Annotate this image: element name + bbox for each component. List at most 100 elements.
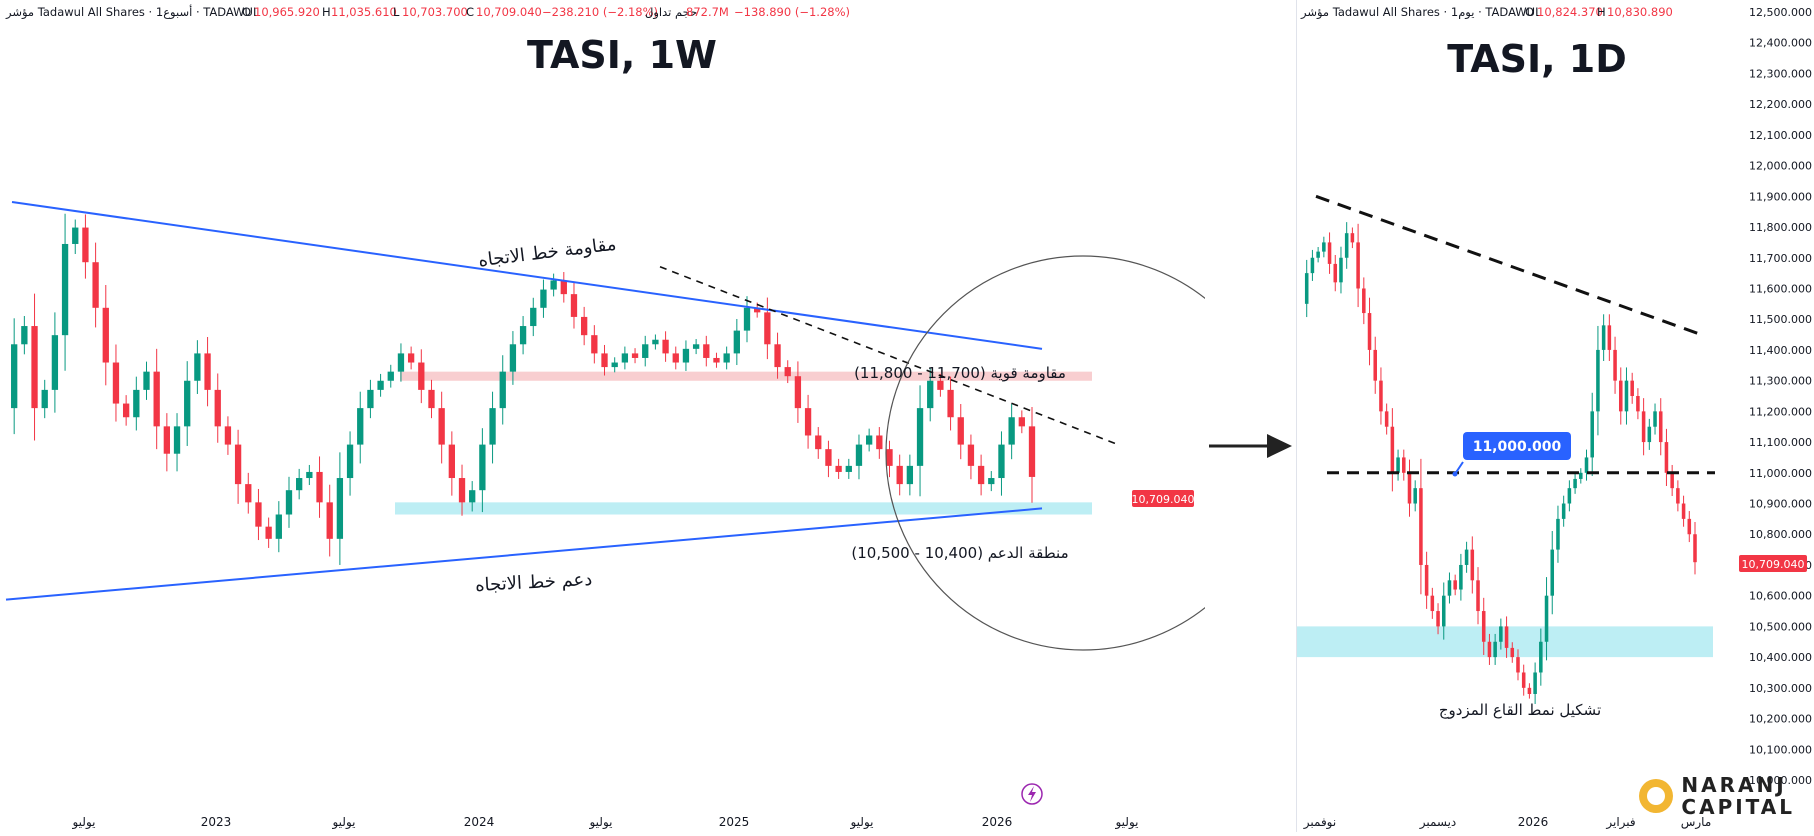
candle-body xyxy=(1396,457,1400,473)
resistance-trendline[interactable] xyxy=(11,201,1043,350)
weekly-volume-value: 872.7M xyxy=(686,5,729,19)
candle-body xyxy=(1658,411,1663,443)
price-axis-tick: 12,200.000 xyxy=(1749,98,1812,111)
candle-body xyxy=(1499,626,1503,642)
dashed-resistance-line[interactable] xyxy=(659,266,1119,446)
candle-body xyxy=(662,339,669,354)
candle-body xyxy=(916,408,924,466)
candle-body xyxy=(1327,242,1332,264)
candle-body xyxy=(1384,411,1389,427)
candle-body xyxy=(1653,411,1657,427)
candle-body xyxy=(1521,672,1526,688)
daily-open-value: 10,824.370 xyxy=(1537,5,1603,19)
candle-body xyxy=(122,403,130,418)
candle-body xyxy=(1316,251,1320,258)
daily-chart-canvas[interactable]: TASI, 1D مؤشر Tadawul All Shares · 1يوم … xyxy=(1297,0,1814,832)
candle-body xyxy=(855,444,863,466)
candle-body xyxy=(387,371,394,381)
weekly-volume-label: حجم تداول xyxy=(645,5,697,20)
lightning-icon[interactable] xyxy=(1021,783,1043,805)
candle-body xyxy=(1419,488,1423,565)
candle-body xyxy=(11,344,18,409)
price-axis-tick: 10,000.000 xyxy=(1749,774,1812,787)
candle-body xyxy=(1476,580,1480,612)
candle-body xyxy=(733,330,740,354)
time-axis-label: 2026 xyxy=(1518,815,1549,829)
candle-body xyxy=(407,353,415,363)
weekly-chart-panel[interactable]: TASI, 1W مؤشر Tadawul All Shares · 1أسبو… xyxy=(0,0,1281,832)
candle-body xyxy=(499,371,506,409)
trendline-support-label: دعم خط الاتجاه xyxy=(475,569,593,596)
candle-body xyxy=(1607,325,1612,350)
candle-body xyxy=(1441,595,1446,627)
candle-body xyxy=(540,289,547,308)
daily-chart-panel[interactable]: TASI, 1D مؤشر Tadawul All Shares · 1يوم … xyxy=(1296,0,1814,832)
candle-body xyxy=(519,326,527,345)
candle-body xyxy=(133,389,140,418)
candle-body xyxy=(601,353,608,368)
price-axis-tick: 10,300.000 xyxy=(1749,682,1812,695)
candle-body xyxy=(1539,641,1543,673)
candle-body xyxy=(611,362,618,368)
dashed-resistance-line[interactable] xyxy=(1315,194,1702,336)
daily-last-price-tag: 10,709.040 xyxy=(1739,555,1807,572)
candle-body xyxy=(764,312,771,345)
candle-body xyxy=(927,380,934,409)
time-axis-label: يوليو xyxy=(849,815,873,830)
candle-body xyxy=(754,307,761,313)
candle-body xyxy=(469,490,476,503)
time-axis-label: 2023 xyxy=(201,815,232,829)
weekly-open-label: O xyxy=(242,5,251,19)
candle-body xyxy=(1556,518,1560,550)
candle-body xyxy=(92,262,99,308)
candle-body xyxy=(804,408,812,436)
brand-mark-icon xyxy=(1639,779,1674,813)
daily-symbol-label: مؤشر Tadawul All Shares · 1يوم · TADAWUL xyxy=(1300,5,1542,20)
time-axis-label: 2025 xyxy=(719,815,750,829)
candle-body xyxy=(896,465,903,485)
candle-body xyxy=(448,444,455,479)
candle-body xyxy=(234,444,242,485)
weekly-last-price-value: 10,709.040 xyxy=(1132,493,1195,506)
weekly-chart-canvas[interactable]: TASI, 1W مؤشر Tadawul All Shares · 1أسبو… xyxy=(0,0,1281,832)
candle-body xyxy=(1527,687,1532,694)
candle-body xyxy=(1596,349,1600,412)
price-axis-tick: 10,500.000 xyxy=(1749,620,1812,633)
naranj-capital-logo: NARANJ CAPITAL xyxy=(1639,774,1795,818)
price-axis-tick: 10,400.000 xyxy=(1749,651,1812,664)
candle-body xyxy=(642,344,649,358)
focus-circle[interactable] xyxy=(885,255,1281,651)
candle-body xyxy=(296,478,303,491)
candle-body xyxy=(1630,380,1634,396)
candle-body xyxy=(41,389,48,409)
candle-body xyxy=(316,471,323,503)
candle-body xyxy=(1561,503,1566,519)
time-axis-label: يوليو xyxy=(588,815,612,830)
candle-body xyxy=(1687,518,1692,535)
candle-body xyxy=(967,444,975,466)
daily-open-label: O xyxy=(1525,5,1534,19)
support-trendline[interactable] xyxy=(5,507,1043,601)
candle-body xyxy=(672,353,679,363)
daily-chart-title: TASI, 1D xyxy=(1447,37,1627,81)
candle-body xyxy=(1379,380,1383,412)
candle-body xyxy=(876,435,883,450)
candle-body xyxy=(703,344,710,358)
candle-body xyxy=(72,227,79,244)
resistance-zone xyxy=(400,371,1092,381)
candle-body xyxy=(774,344,781,368)
time-axis-label: ديسمبر xyxy=(1419,815,1457,830)
weekly-ohlc-header: مؤشر Tadawul All Shares · 1أسبوع · TADAW… xyxy=(5,4,850,20)
candle-body xyxy=(489,408,496,445)
candle-body xyxy=(1647,426,1652,443)
brand-line-2: CAPITAL xyxy=(1681,795,1795,819)
candle-body xyxy=(1504,626,1509,648)
candle-body xyxy=(560,280,567,295)
candle-body xyxy=(346,444,354,479)
transition-arrow-canvas xyxy=(1209,434,1292,458)
daily-high-value: 10,830.890 xyxy=(1607,5,1673,19)
candle-body xyxy=(1636,396,1640,412)
price-axis-tick: 12,000.000 xyxy=(1749,160,1812,173)
candle-body xyxy=(153,371,160,427)
